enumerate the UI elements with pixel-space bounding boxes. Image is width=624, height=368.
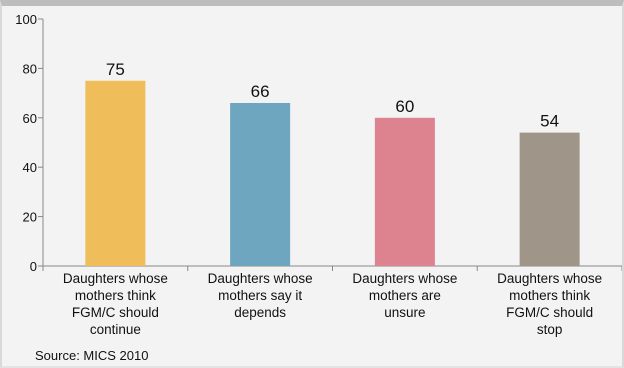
- y-tick-label: 0: [30, 259, 37, 274]
- x-category-label-line: mothers think: [75, 288, 156, 303]
- x-category-label-line: FGM/C should: [72, 305, 159, 320]
- data-label: 54: [540, 112, 559, 131]
- x-category-label-line: FGM/C should: [506, 305, 593, 320]
- x-category-label-line: mothers think: [509, 288, 590, 303]
- bar: [519, 132, 580, 266]
- x-category-label: Daughters whose mothers think FGM/C should…: [497, 271, 602, 337]
- y-tick-label: 40: [23, 160, 37, 175]
- x-category-label: Daughters whose mothers think FGM/C should…: [63, 271, 168, 337]
- data-label: 75: [106, 60, 125, 79]
- x-category-label-line: Daughters whose: [63, 271, 168, 286]
- x-category-label-line: Daughters whose: [497, 271, 602, 286]
- x-category-label-line: Daughters whose: [208, 271, 313, 286]
- x-category-label-line: unsure: [384, 305, 425, 320]
- x-category-label-line: depends: [234, 305, 286, 320]
- source-note: Source: MICS 2010: [35, 348, 149, 363]
- data-label: 66: [251, 82, 270, 101]
- x-category-label-line: mothers say it: [218, 288, 302, 303]
- x-category-label-line: Daughters whose: [352, 271, 457, 286]
- x-category-label: Daughters whose mothers say it depends: [208, 271, 313, 320]
- bar-chart: 0 20 40 60 80 100 75 Daughters whose mothers thi…: [15, 12, 622, 337]
- y-tick-label: 20: [23, 210, 37, 225]
- y-tick-label: 60: [23, 111, 37, 126]
- x-category-label-line: stop: [537, 322, 563, 337]
- bar: [230, 102, 291, 266]
- x-category-label: Daughters whose mothers are unsure: [352, 271, 457, 320]
- bar: [374, 117, 435, 266]
- x-category-label-line: continue: [90, 322, 141, 337]
- x-category-label-line: mothers are: [369, 288, 441, 303]
- data-label: 60: [395, 97, 414, 116]
- bar: [85, 80, 146, 266]
- y-tick-label: 100: [15, 12, 37, 27]
- y-tick-label: 80: [23, 61, 37, 76]
